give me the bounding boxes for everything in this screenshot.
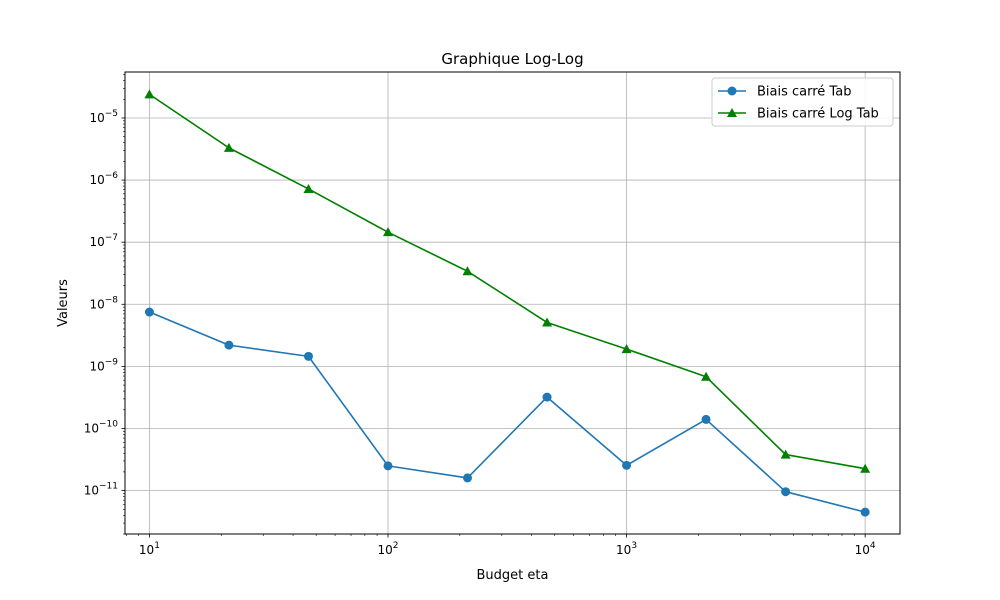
y-tick-label: 10−10 — [84, 419, 119, 435]
legend-label-series-1: Biais carré Tab — [757, 85, 851, 100]
data-point-circle — [781, 487, 791, 497]
data-point-triangle — [303, 183, 314, 193]
data-point-circle — [462, 473, 472, 483]
series-2 — [144, 89, 871, 473]
chart-title: Graphique Log-Log — [441, 50, 583, 68]
series-1 — [144, 307, 870, 517]
plot-frame — [124, 71, 901, 535]
data-point-triangle — [860, 463, 871, 473]
x-tick-label: 101 — [139, 541, 160, 557]
x-tick-label: 103 — [616, 541, 637, 557]
data-point-circle — [303, 351, 313, 361]
data-point-triangle — [223, 142, 234, 152]
y-tick-label: 10−8 — [89, 295, 118, 311]
legend: Biais carré Tab Biais carré Log Tab — [711, 77, 894, 127]
data-point-triangle — [144, 89, 155, 99]
series-layer — [144, 89, 871, 517]
data-point-circle — [701, 414, 711, 424]
data-point-circle — [383, 461, 393, 471]
y-tick-label: 10−7 — [89, 233, 118, 249]
x-tick-label: 104 — [855, 541, 876, 557]
y-tick-label: 10−9 — [89, 357, 118, 373]
data-point-triangle — [462, 266, 473, 276]
x-tick-label: 102 — [377, 541, 398, 557]
y-tick-label: 10−5 — [89, 109, 118, 125]
y-tick-label: 10−11 — [84, 482, 118, 498]
series-line-1 — [149, 311, 866, 513]
legend-label-series-2: Biais carré Log Tab — [757, 107, 879, 122]
axis-ticks: 101 102 103 104 10−5 10−6 10−7 10−8 10−9 10−10 10−… — [84, 74, 876, 557]
legend-marker-series-2 — [727, 108, 737, 117]
data-point-triangle — [382, 227, 393, 237]
y-tick-label: 10−6 — [89, 171, 118, 187]
data-point-triangle — [701, 371, 712, 381]
data-point-circle — [542, 392, 552, 402]
y-axis-label: Valeurs — [56, 279, 71, 327]
legend-box — [711, 77, 894, 127]
data-point-circle — [224, 340, 234, 350]
data-point-triangle — [621, 344, 632, 354]
x-axis-label: Budget eta — [477, 568, 549, 583]
data-point-triangle — [780, 449, 791, 459]
legend-marker-series-1 — [727, 86, 737, 96]
data-point-triangle — [542, 317, 553, 327]
series-line-2 — [148, 93, 866, 470]
data-point-circle — [860, 507, 870, 517]
data-point-circle — [622, 460, 632, 470]
data-point-circle — [144, 307, 154, 317]
grid — [125, 72, 900, 534]
